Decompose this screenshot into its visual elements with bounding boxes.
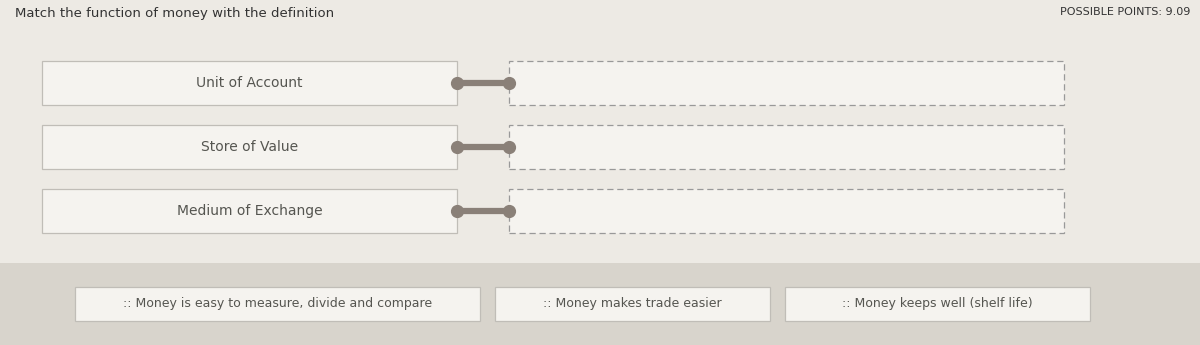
Text: Match the function of money with the definition: Match the function of money with the def… bbox=[14, 7, 334, 20]
Text: Unit of Account: Unit of Account bbox=[197, 76, 302, 90]
Text: :: Money makes trade easier: :: Money makes trade easier bbox=[544, 297, 722, 310]
Text: :: Money keeps well (shelf life): :: Money keeps well (shelf life) bbox=[842, 297, 1033, 310]
FancyBboxPatch shape bbox=[42, 125, 457, 169]
FancyBboxPatch shape bbox=[509, 61, 1064, 105]
FancyBboxPatch shape bbox=[42, 61, 457, 105]
Text: :: Money is easy to measure, divide and compare: :: Money is easy to measure, divide and … bbox=[122, 297, 432, 310]
FancyBboxPatch shape bbox=[496, 287, 770, 321]
FancyBboxPatch shape bbox=[785, 287, 1090, 321]
FancyBboxPatch shape bbox=[42, 189, 457, 233]
Text: Store of Value: Store of Value bbox=[200, 140, 298, 154]
FancyBboxPatch shape bbox=[509, 125, 1064, 169]
Text: Medium of Exchange: Medium of Exchange bbox=[176, 204, 323, 218]
Text: POSSIBLE POINTS: 9.09: POSSIBLE POINTS: 9.09 bbox=[1060, 7, 1190, 17]
FancyBboxPatch shape bbox=[74, 287, 480, 321]
FancyBboxPatch shape bbox=[0, 263, 1200, 345]
FancyBboxPatch shape bbox=[509, 189, 1064, 233]
